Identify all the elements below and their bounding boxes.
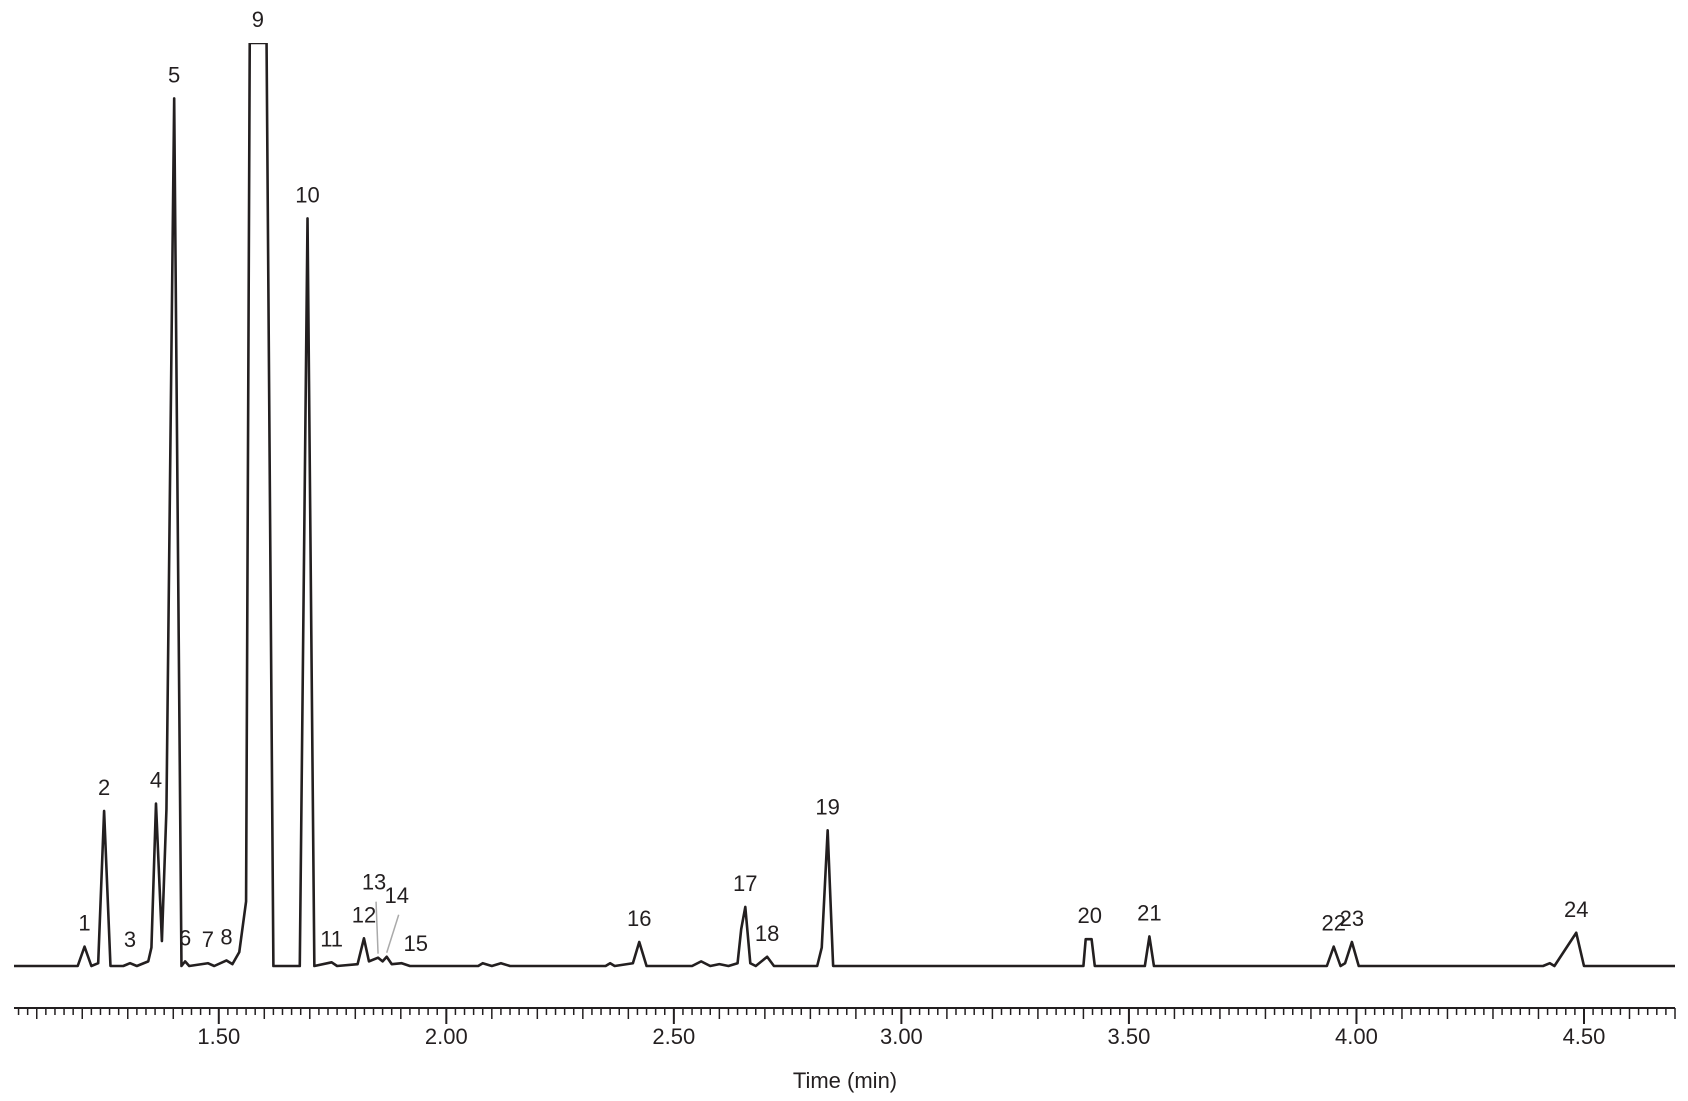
- peak-label: 7: [202, 927, 214, 952]
- peak-label: 17: [733, 871, 757, 896]
- peak-label: 24: [1564, 897, 1588, 922]
- peak-label: 15: [403, 931, 427, 956]
- peak-label: 11: [320, 926, 343, 951]
- peak-label: 9: [252, 7, 264, 32]
- peak-label: 21: [1137, 900, 1161, 925]
- peak-label: 10: [295, 182, 319, 207]
- x-tick-label: 4.00: [1335, 1024, 1378, 1049]
- x-tick-label: 3.00: [880, 1024, 923, 1049]
- x-axis-label: Time (min): [793, 1068, 897, 1093]
- peak-label: 23: [1340, 906, 1364, 931]
- peak-label: 4: [150, 768, 162, 793]
- leader-line: [385, 914, 400, 953]
- peak-label: 3: [124, 927, 136, 952]
- peak-label: 1: [78, 911, 90, 936]
- x-tick-label: 4.50: [1563, 1024, 1606, 1049]
- peak-label: 20: [1078, 903, 1102, 928]
- peak-label: 22: [1321, 911, 1345, 936]
- trace: [14, 43, 1675, 968]
- peak-label: 13: [362, 870, 386, 895]
- peak-label: 6: [179, 925, 191, 950]
- peak-label: 5: [168, 62, 180, 87]
- peak-label: 2: [98, 775, 110, 800]
- peak-label: 12: [352, 902, 376, 927]
- peak-label: 14: [384, 883, 408, 908]
- peak-label: 8: [220, 924, 232, 949]
- peak-label: 16: [627, 906, 651, 931]
- x-tick-label: 2.50: [652, 1024, 695, 1049]
- peak-label: 18: [755, 921, 779, 946]
- peak-label: 19: [815, 794, 839, 819]
- x-tick-label: 1.50: [197, 1024, 240, 1049]
- x-tick-label: 2.00: [425, 1024, 468, 1049]
- leader-line: [375, 901, 379, 954]
- x-tick-label: 3.50: [1108, 1024, 1151, 1049]
